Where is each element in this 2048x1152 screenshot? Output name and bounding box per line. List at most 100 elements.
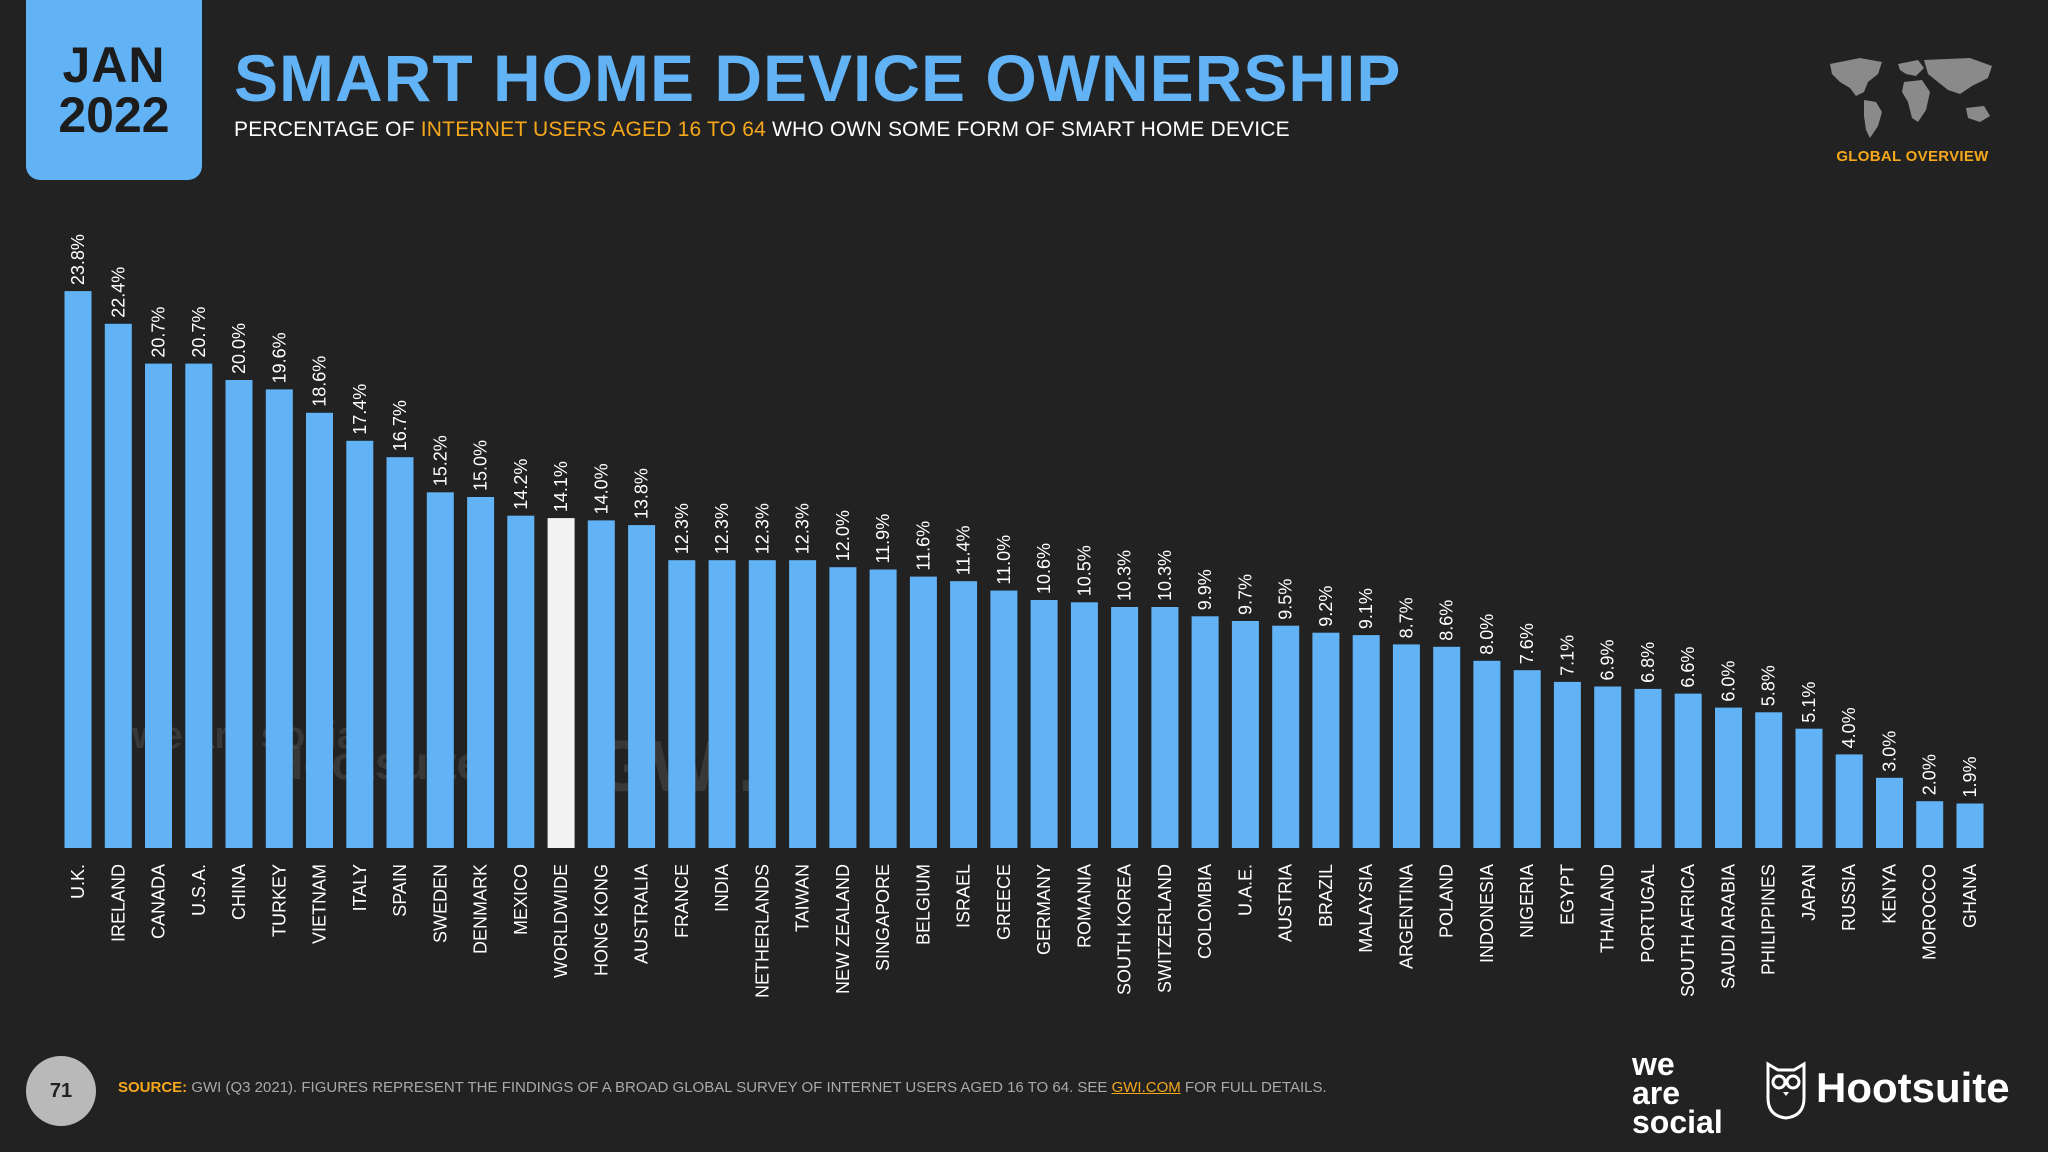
category-label: ROMANIA — [1074, 864, 1094, 948]
category-label: ISRAEL — [954, 864, 974, 928]
value-label: 11.9% — [873, 514, 893, 564]
category-label: BRAZIL — [1316, 864, 1336, 927]
value-label: 6.9% — [1598, 639, 1618, 680]
bar-netherlands — [748, 560, 776, 848]
page-title: SMART HOME DEVICE OWNERSHIP — [234, 41, 1402, 115]
bar-colombia — [1191, 616, 1219, 848]
category-label: COLOMBIA — [1195, 864, 1215, 959]
value-label: 3.0% — [1880, 731, 1900, 772]
category-label: NETHERLANDS — [752, 864, 772, 998]
value-label: 4.0% — [1839, 707, 1859, 748]
value-label: 9.1% — [1356, 588, 1376, 629]
value-label: 9.2% — [1316, 586, 1336, 627]
category-label: U.S.A. — [189, 864, 209, 916]
bar-india — [708, 560, 736, 848]
bar-poland — [1433, 646, 1461, 848]
value-label: 20.7% — [189, 307, 209, 358]
bar-australia — [628, 525, 656, 848]
bar-nigeria — [1513, 670, 1541, 848]
bar-sweden — [426, 492, 454, 848]
category-label: ITALY — [350, 864, 370, 911]
bar-taiwan — [789, 560, 817, 848]
source-label: SOURCE: — [118, 1079, 188, 1096]
value-label: 8.0% — [1477, 614, 1497, 655]
source-link[interactable]: GWI.COM — [1111, 1079, 1181, 1096]
bar-japan — [1795, 728, 1823, 848]
bar-switzerland — [1151, 607, 1179, 848]
category-label: NEW ZEALAND — [833, 864, 853, 994]
we-are-social-logo: we are social — [1632, 1048, 1723, 1140]
value-label: 23.8% — [68, 234, 88, 285]
value-label: 7.6% — [1517, 623, 1537, 664]
value-label: 19.6% — [269, 332, 289, 383]
value-label: 9.7% — [1235, 574, 1255, 615]
category-label: KENYA — [1880, 864, 1900, 924]
bar-malaysia — [1352, 635, 1380, 848]
category-label: SWEDEN — [430, 864, 450, 943]
source-tail: FOR FULL DETAILS. — [1180, 1079, 1327, 1096]
value-label: 13.8% — [632, 468, 652, 519]
category-label: DENMARK — [471, 864, 491, 954]
bar-greece — [990, 590, 1018, 848]
was-line-3: social — [1632, 1103, 1723, 1140]
bar-denmark — [467, 497, 495, 848]
value-label: 15.0% — [471, 440, 491, 491]
category-label: VIETNAM — [310, 864, 330, 944]
date-month: JAN — [62, 37, 166, 93]
bar-south-korea — [1111, 607, 1139, 848]
was-line-2: are — [1632, 1074, 1681, 1111]
category-label: MOROCCO — [1920, 864, 1940, 960]
category-label: PORTUGAL — [1638, 864, 1658, 963]
global-overview-label: GLOBAL OVERVIEW — [1836, 148, 1989, 165]
value-label: 14.0% — [591, 463, 611, 514]
value-label: 8.6% — [1437, 600, 1457, 641]
category-label: U.A.E. — [1235, 864, 1255, 916]
category-label: HONG KONG — [591, 864, 611, 976]
value-label: 10.5% — [1074, 545, 1094, 596]
value-label: 5.1% — [1799, 682, 1819, 723]
bar-singapore — [869, 569, 897, 848]
bar-egypt — [1553, 681, 1581, 848]
category-label: SWITZERLAND — [1155, 864, 1175, 993]
value-label: 15.2% — [430, 435, 450, 486]
bar-belgium — [909, 576, 937, 848]
bar-u-k- — [64, 291, 92, 849]
bar-saudi-arabia — [1715, 707, 1742, 848]
category-label: SPAIN — [390, 864, 410, 917]
category-label: GERMANY — [1034, 864, 1054, 955]
category-label: SAUDI ARABIA — [1719, 864, 1739, 989]
category-label: THAILAND — [1598, 864, 1618, 953]
value-label: 11.6% — [913, 521, 933, 571]
world-map-icon — [1830, 58, 1992, 138]
bar-philippines — [1755, 712, 1783, 848]
category-label: RUSSIA — [1839, 864, 1859, 931]
value-label: 12.3% — [712, 503, 732, 554]
bar-canada — [145, 363, 172, 848]
category-label: TAIWAN — [793, 864, 813, 932]
bar-new-zealand — [829, 567, 857, 848]
value-label: 12.3% — [793, 503, 813, 554]
bar-thailand — [1594, 686, 1622, 848]
bar-u-s-a- — [185, 363, 213, 848]
value-label: 10.3% — [1115, 550, 1135, 601]
bar-indonesia — [1473, 660, 1501, 848]
category-label: U.K. — [68, 864, 88, 899]
bar-morocco — [1916, 801, 1944, 848]
hootsuite-owl-icon — [1766, 1061, 1806, 1120]
bar-spain — [386, 457, 414, 848]
bar-israel — [950, 581, 978, 848]
category-label: MALAYSIA — [1356, 864, 1376, 953]
category-label: BELGIUM — [913, 864, 933, 945]
page-subtitle: PERCENTAGE OF INTERNET USERS AGED 16 TO … — [234, 118, 1290, 142]
category-label: GREECE — [994, 864, 1014, 940]
value-label: 20.0% — [229, 323, 249, 374]
value-label: 14.1% — [551, 461, 571, 512]
bar-austria — [1272, 625, 1300, 848]
bar-u-a-e- — [1231, 621, 1259, 848]
category-label: GHANA — [1960, 864, 1980, 928]
bar-italy — [346, 440, 374, 848]
category-label: NIGERIA — [1517, 864, 1537, 938]
hootsuite-logo: Hootsuite — [1816, 1064, 2010, 1111]
